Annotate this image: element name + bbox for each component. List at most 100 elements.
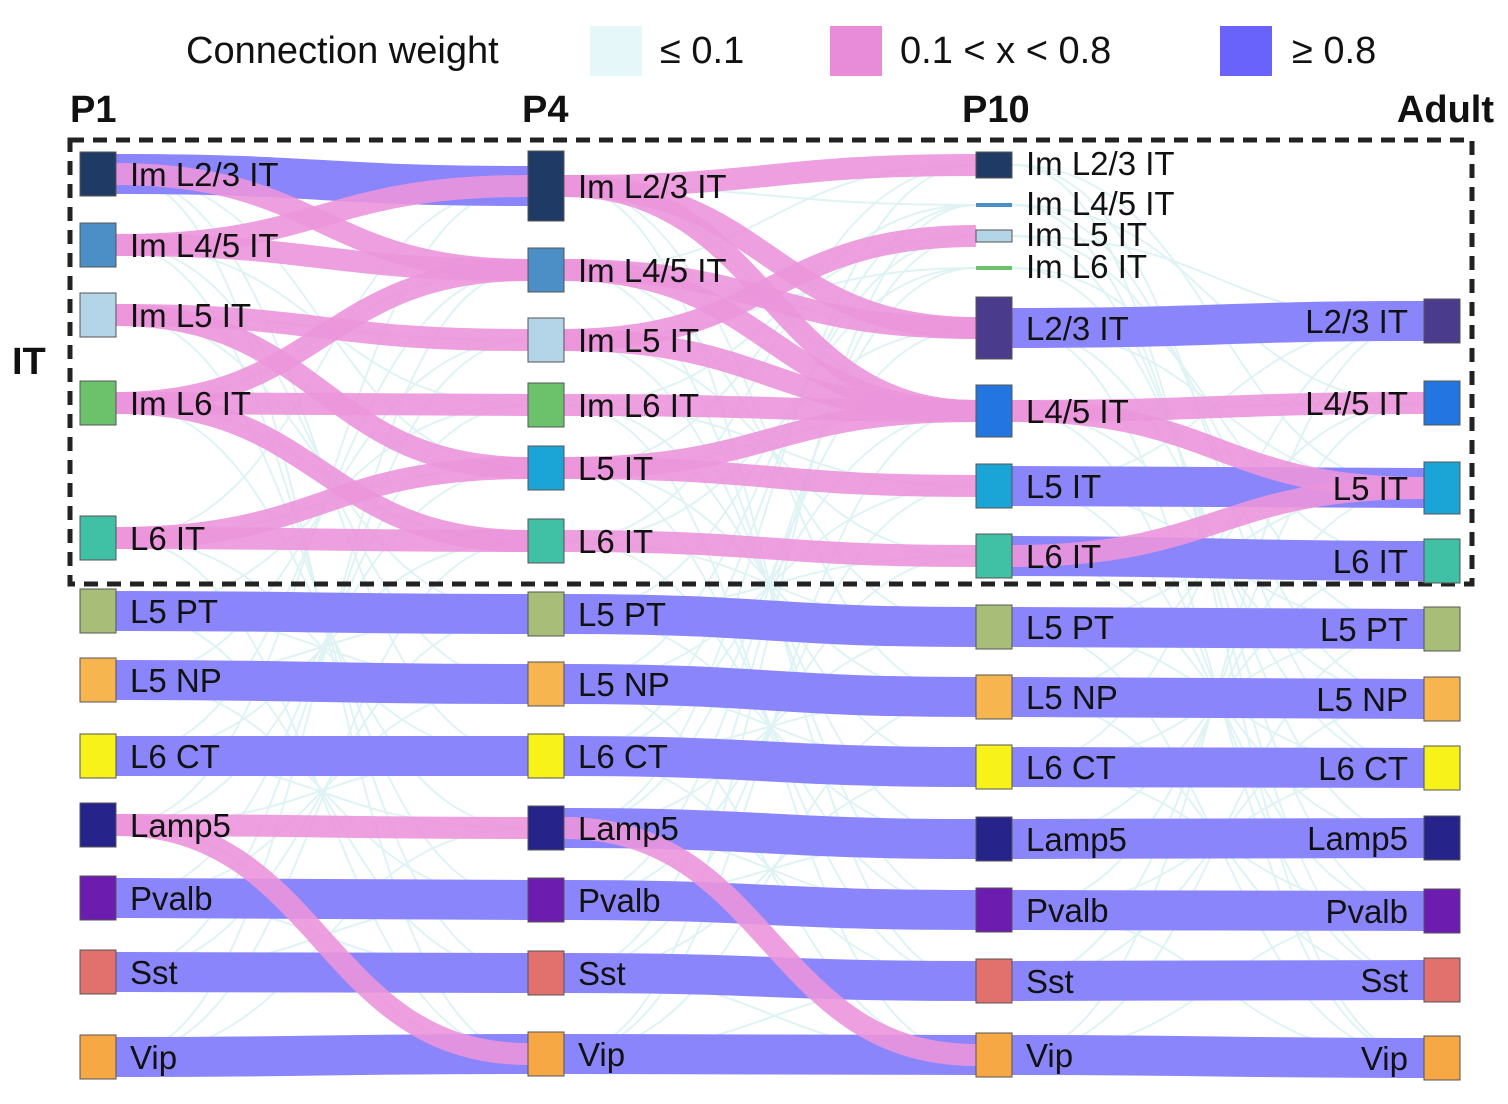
node-p4-l5pt xyxy=(527,591,565,637)
legend-swatch-weak xyxy=(590,26,642,76)
label-p10-iml5: Im L5 IT xyxy=(1026,216,1147,253)
label-p1-l6ct: L6 CT xyxy=(130,738,220,775)
node-p10-iml5 xyxy=(975,229,1013,243)
node-p1-iml6 xyxy=(79,380,117,426)
node-p10-l6ct xyxy=(975,744,1013,790)
stage-headers: P1 P4 P10 Adult xyxy=(70,89,1494,131)
node-p4-iml6 xyxy=(527,382,565,428)
label-p10-lamp5: Lamp5 xyxy=(1026,821,1127,858)
label-p10-sst: Sst xyxy=(1026,963,1074,1000)
label-adult-sst: Sst xyxy=(1360,962,1408,999)
link-L23-to-L23 xyxy=(1011,301,1425,348)
weak-link xyxy=(563,267,977,901)
label-p10-l23: L2/3 IT xyxy=(1026,310,1129,347)
legend-title: Connection weight xyxy=(186,30,499,72)
node-p4-iml45 xyxy=(527,247,565,293)
label-p1-lamp5: Lamp5 xyxy=(130,807,231,844)
node-adult-l6ct xyxy=(1423,745,1461,791)
weak-link xyxy=(1011,235,1425,630)
label-p4-vip: Vip xyxy=(578,1036,625,1073)
label-adult-l5it: L5 IT xyxy=(1333,470,1408,507)
link-Lamp5-to-Lamp5 xyxy=(1011,818,1425,859)
weak-link xyxy=(1011,204,1425,981)
link-Pvalb-to-Pvalb xyxy=(1011,890,1425,931)
label-p1-vip: Vip xyxy=(130,1039,177,1076)
link-Sst-to-Sst xyxy=(115,952,529,993)
node-p4-iml23 xyxy=(527,150,565,222)
label-p1-iml45: Im L4/5 IT xyxy=(130,227,279,264)
link-Pvalb-to-Pvalb xyxy=(563,880,977,930)
weak-link xyxy=(1011,164,1425,769)
label-p10-l5np: L5 NP xyxy=(1026,679,1118,716)
node-adult-l23 xyxy=(1423,298,1461,344)
node-adult-lamp5 xyxy=(1423,815,1461,861)
label-p10-l5it: L5 IT xyxy=(1026,468,1101,505)
label-p10-iml45: Im L4/5 IT xyxy=(1026,185,1175,222)
link-ImL6-to-ImL45 xyxy=(115,259,529,414)
node-p1-l5pt xyxy=(79,588,117,634)
legend-label-weak: ≤ 0.1 xyxy=(660,30,744,72)
node-adult-l45 xyxy=(1423,380,1461,426)
link-ImL5-to-ImL5 xyxy=(563,225,977,351)
label-adult-vip: Vip xyxy=(1361,1040,1408,1077)
legend-swatch-mid xyxy=(830,26,882,76)
label-adult-pvalb: Pvalb xyxy=(1325,893,1408,930)
label-p1-iml23: Im L2/3 IT xyxy=(130,156,279,193)
label-p1-iml5: Im L5 IT xyxy=(130,297,251,334)
weak-link xyxy=(115,185,529,539)
stage-p1: P1 xyxy=(70,89,116,131)
label-p10-l45: L4/5 IT xyxy=(1026,393,1129,430)
link-Sst-to-Sst xyxy=(563,953,977,1001)
node-p4-sst xyxy=(527,950,565,996)
node-p1-l5np xyxy=(79,657,117,703)
node-p10-l6it xyxy=(975,533,1013,579)
label-p1-iml6: Im L6 IT xyxy=(130,385,251,422)
link-Vip-to-Vip xyxy=(115,1034,529,1077)
link-L5PT-to-L5PT xyxy=(563,594,977,647)
node-p1-lamp5 xyxy=(79,802,117,848)
label-p1-pvalb: Pvalb xyxy=(130,880,213,917)
label-p1-l5np: L5 NP xyxy=(130,662,222,699)
legend-label-mid: 0.1 < x < 0.8 xyxy=(900,30,1111,72)
node-p1-iml5 xyxy=(79,292,117,338)
label-p10-l6ct: L6 CT xyxy=(1026,749,1116,786)
node-p10-iml23 xyxy=(975,151,1013,179)
label-adult-l45: L4/5 IT xyxy=(1305,385,1408,422)
label-p4-iml45: Im L4/5 IT xyxy=(578,252,727,289)
node-p1-l6ct xyxy=(79,733,117,779)
label-p4-l5np: L5 NP xyxy=(578,666,670,703)
node-p10-iml45 xyxy=(976,203,1012,207)
node-p1-iml45 xyxy=(79,222,117,268)
node-p1-l6it xyxy=(79,515,117,561)
link-ImL5-to-L5IT xyxy=(115,304,529,479)
weak-link xyxy=(563,235,977,685)
link-Pvalb-to-Pvalb xyxy=(115,878,529,920)
label-adult-lamp5: Lamp5 xyxy=(1307,820,1408,857)
node-p4-l5np xyxy=(527,661,565,707)
weak-link xyxy=(563,339,977,840)
weak-link xyxy=(563,410,977,1055)
node-p4-pvalb xyxy=(527,877,565,923)
link-L6IT-to-L6IT xyxy=(563,530,977,567)
label-p4-iml5: Im L5 IT xyxy=(578,322,699,359)
node-p4-vip xyxy=(527,1031,565,1077)
link-Lamp5-to-Vip xyxy=(115,814,529,1065)
link-L5NP-to-L5NP xyxy=(563,664,977,717)
node-p10-l45 xyxy=(975,384,1013,438)
label-p10-vip: Vip xyxy=(1026,1037,1073,1074)
label-p10-l5pt: L5 PT xyxy=(1026,609,1114,646)
label-p4-iml23: Im L2/3 IT xyxy=(578,168,727,205)
weak-link xyxy=(115,404,529,899)
label-p4-l5pt: L5 PT xyxy=(578,596,666,633)
node-p1-sst xyxy=(79,949,117,995)
node-adult-l5it xyxy=(1423,461,1461,515)
node-p10-l5it xyxy=(975,463,1013,509)
label-adult-l23: L2/3 IT xyxy=(1305,303,1408,340)
node-adult-l6it xyxy=(1423,538,1461,584)
stage-adult: Adult xyxy=(1397,89,1494,131)
node-p4-l5it xyxy=(527,445,565,491)
node-adult-vip xyxy=(1423,1035,1461,1081)
node-p10-sst xyxy=(975,958,1013,1004)
link-L5NP-to-L5NP xyxy=(1011,677,1425,719)
